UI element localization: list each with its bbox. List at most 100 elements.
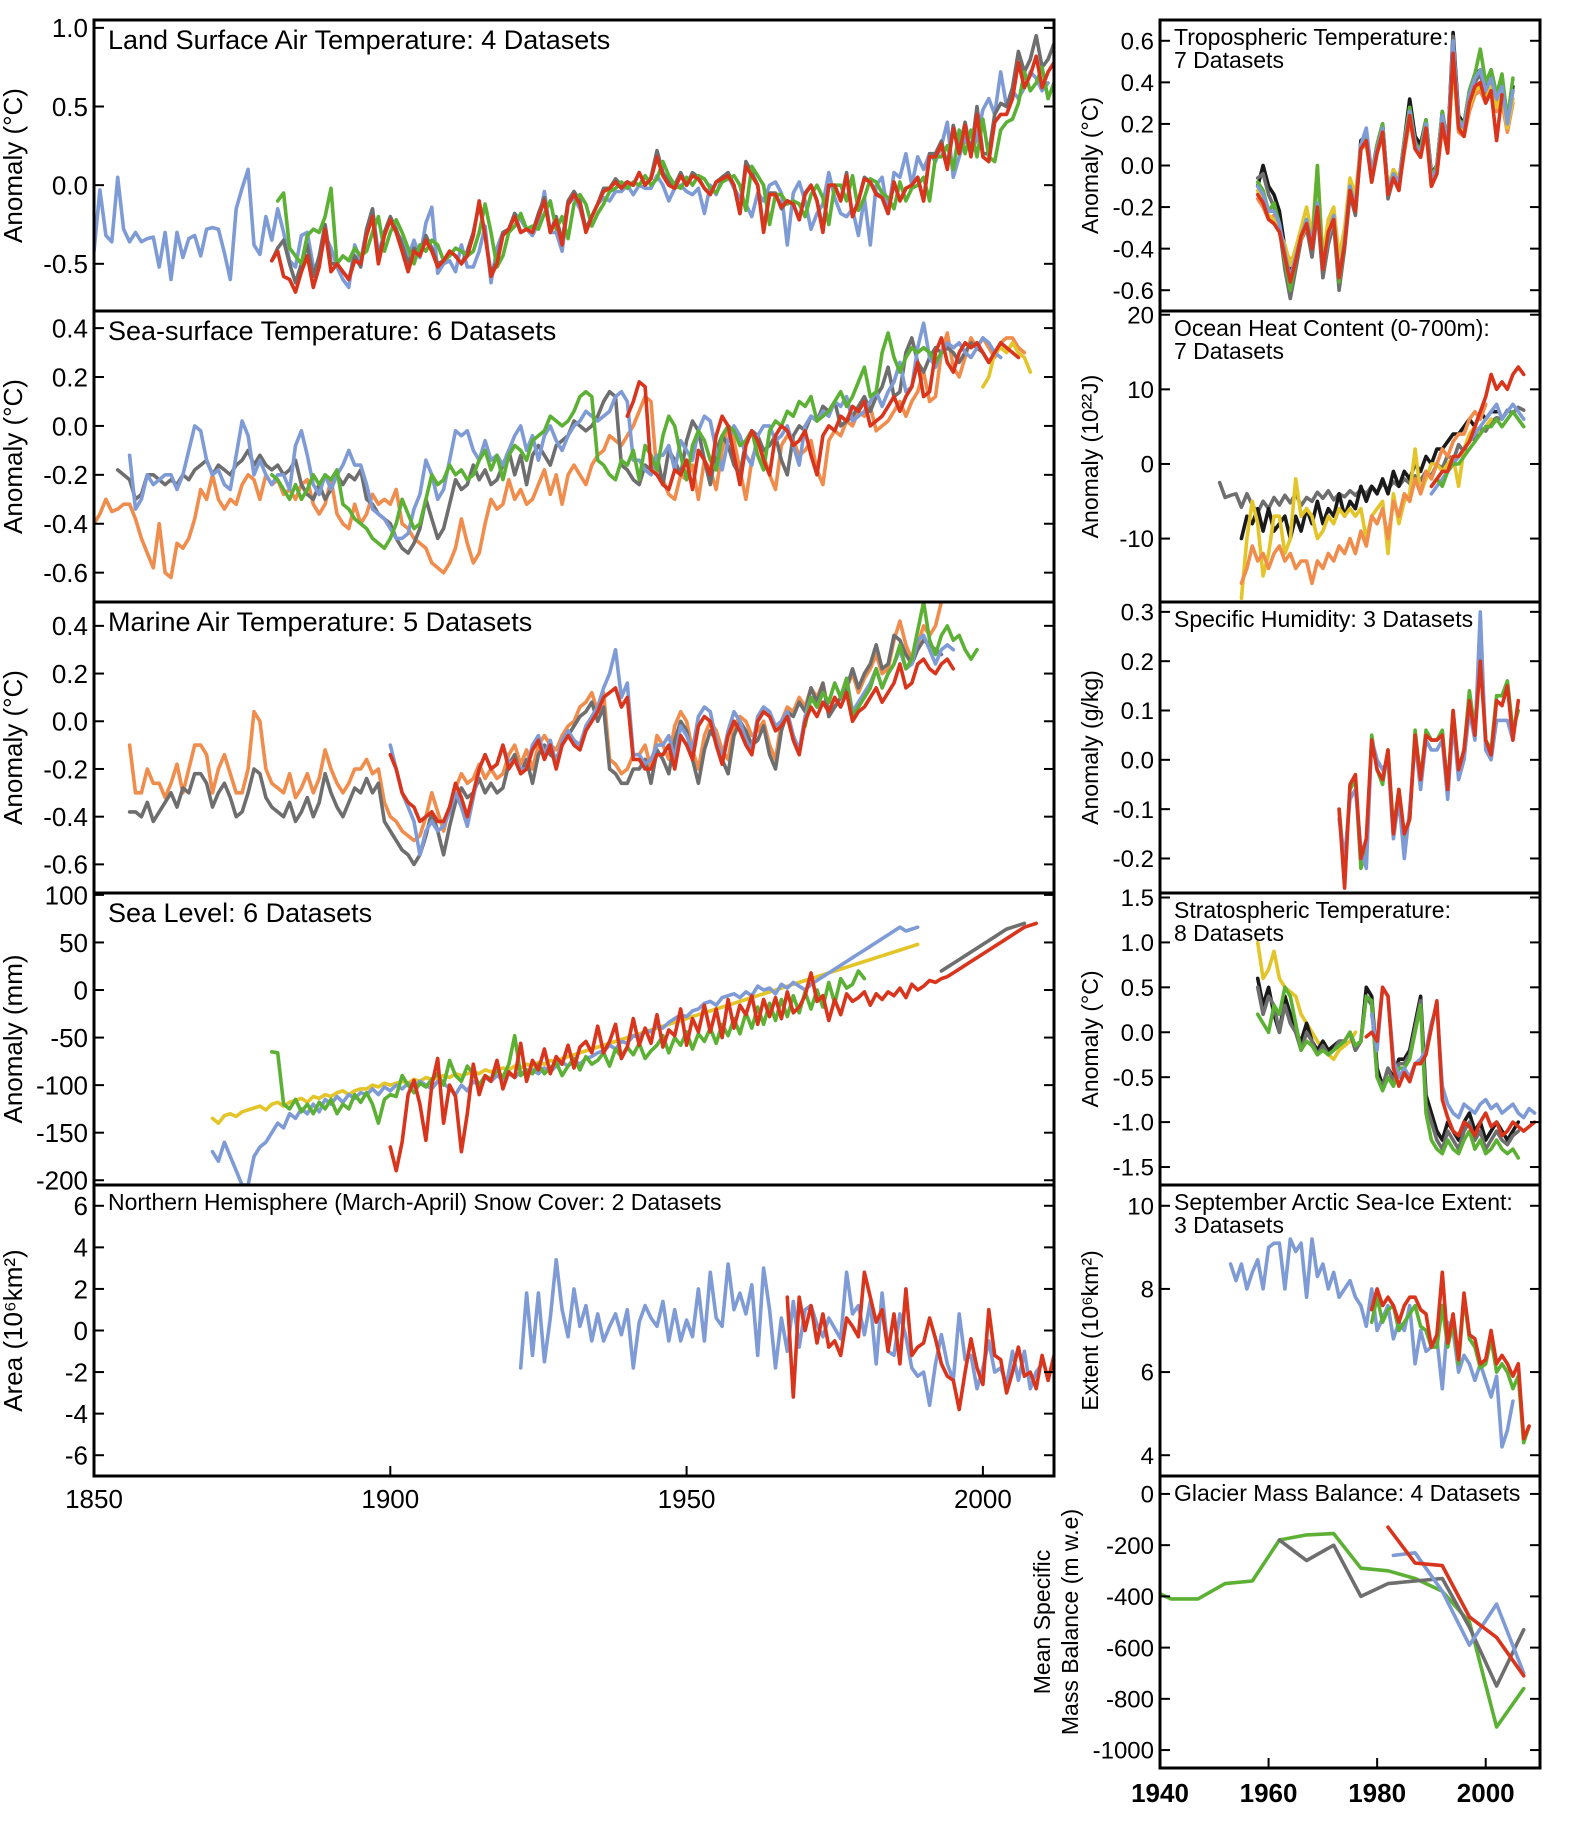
- series-group: [1217, 365, 1526, 601]
- y-tick-label: 10: [1127, 377, 1154, 404]
- y-tick-label: 0.2: [1121, 649, 1154, 676]
- y-tick-label: 8: [1141, 1277, 1154, 1304]
- series-line-green: [269, 969, 867, 1125]
- panel-title: Specific Humidity: 3 Datasets: [1174, 606, 1473, 632]
- y-tick-label: 0.0: [1121, 747, 1154, 774]
- y-tick-label: -400: [1106, 1584, 1154, 1611]
- panel-title: Glacier Mass Balance: 4 Datasets: [1174, 1480, 1520, 1506]
- y-tick-label: -0.6: [43, 850, 88, 880]
- series-group: [94, 321, 1033, 580]
- y-tick-label: 0.4: [52, 313, 88, 343]
- series-line-red: [1386, 1525, 1526, 1678]
- panel-title: Ocean Heat Content (0-700m):: [1174, 315, 1490, 341]
- x-tick-label: 1980: [1348, 1778, 1406, 1808]
- plot-frame: [92, 600, 1056, 895]
- y-axis-label: Anomaly (°C): [0, 88, 28, 243]
- y-axis-label: Mean Specific: [1029, 1550, 1055, 1694]
- y-tick-label: 10: [1127, 1193, 1154, 1220]
- y-tick-label: -0.6: [43, 558, 88, 588]
- y-tick-label: -4: [65, 1399, 88, 1429]
- series-line-blue: [127, 321, 1003, 541]
- series-group: [1255, 30, 1515, 301]
- y-tick-label: 0: [1141, 1482, 1154, 1509]
- y-tick-label: -200: [1106, 1533, 1154, 1560]
- y-tick-label: -100: [36, 1070, 88, 1100]
- series-group: [1255, 940, 1537, 1160]
- x-tick-label: 1940: [1131, 1778, 1189, 1808]
- plot-frame: [92, 18, 1056, 313]
- y-tick-label: 2: [74, 1274, 88, 1304]
- y-tick-label: 0.0: [1121, 1020, 1154, 1047]
- series-line-yellow: [981, 340, 1033, 389]
- series-line-orange: [127, 602, 944, 843]
- y-tick-label: 0.1: [1121, 698, 1154, 725]
- series-line-green: [269, 331, 944, 551]
- panel-land: 1.0 0.5 0.0 -0.5 Land Surface Air Temperatur…: [0, 13, 1056, 313]
- series-line-black: [1239, 409, 1499, 541]
- y-tick-label: 4: [74, 1233, 88, 1263]
- y-axis-label: Anomaly (10²²J): [1077, 375, 1103, 539]
- panel-glacier: 0 -200 -400 -600 -800 -1000 Glacier Mass Balan…: [1029, 1474, 1542, 1808]
- y-tick-label: -0.2: [43, 460, 88, 490]
- y-axis-label: Anomaly (°C): [1077, 970, 1103, 1107]
- series-group: [210, 921, 1038, 1185]
- y-tick-label: -50: [50, 1023, 88, 1053]
- series-group: [94, 33, 1054, 294]
- series-line-blue: [1369, 985, 1537, 1120]
- y-tick-label: 0: [1141, 452, 1154, 479]
- y-tick-label: -0.2: [1113, 195, 1154, 222]
- y-tick-label: 1.5: [1121, 885, 1154, 912]
- series-line-blue: [518, 1258, 1044, 1408]
- y-axis-label: Area (10⁶km²): [0, 1249, 28, 1411]
- series-line-yellow: [1239, 417, 1493, 601]
- y-tick-label: 0.4: [52, 611, 88, 641]
- panel-title: Land Surface Air Temperature: 4 Datasets: [108, 25, 610, 55]
- y-tick-label: -0.1: [1113, 797, 1154, 824]
- y-tick-label: 0.2: [1121, 112, 1154, 139]
- series-group: [1337, 610, 1521, 890]
- series-line-red: [269, 54, 1054, 294]
- series-line-red: [1364, 985, 1537, 1138]
- y-tick-label: 0.3: [1121, 600, 1154, 627]
- y-tick-label: 0.6: [1121, 28, 1154, 55]
- series-line-green: [803, 602, 979, 728]
- series-line-red: [785, 1270, 1054, 1412]
- series-line-grey: [939, 921, 1027, 973]
- y-tick-label: 50: [59, 928, 88, 958]
- y-tick-label: 0.4: [1121, 70, 1154, 97]
- panel-strato: 1.5 1.0 0.5 0.0 -0.5 -1.0 -1.5 Stratospheric Te…: [1077, 885, 1542, 1187]
- y-tick-label: -0.4: [43, 802, 88, 832]
- series-line-red: [1255, 51, 1504, 284]
- panel-title: Northern Hemisphere (March-April) Snow C…: [108, 1189, 722, 1215]
- y-tick-label: 20: [1127, 302, 1154, 329]
- y-tick-label: 100: [45, 880, 88, 910]
- y-tick-label: 0: [74, 975, 88, 1005]
- y-tick-label: -0.2: [1113, 846, 1154, 873]
- series-group: [1160, 1525, 1526, 1729]
- panel-title: September Arctic Sea-Ice Extent:: [1174, 1189, 1513, 1215]
- panel-sst: 0.4 0.2 0.0 -0.2 -0.4 -0.6 Sea-surface Tempera…: [0, 309, 1056, 604]
- panel-ohc: 20 10 0 -10 Ocean Heat Content (0-700m):7 Da…: [1077, 302, 1542, 604]
- series-line-blue: [94, 70, 1050, 290]
- y-axis-label-line2: Mass Balance (m w.e): [1057, 1509, 1083, 1735]
- panel-tropo: 0.6 0.4 0.2 0.0 -0.2 -0.4 -0.6 Tropospheric Tem…: [1077, 18, 1542, 313]
- x-tick-label: 2000: [1457, 1778, 1515, 1808]
- x-tick-label: 1960: [1240, 1778, 1298, 1808]
- y-tick-label: 0.2: [52, 362, 88, 392]
- series-group: [1228, 1237, 1531, 1449]
- plot-frame: [92, 309, 1056, 604]
- y-tick-label: -150: [36, 1118, 88, 1148]
- y-tick-label: 1.0: [52, 13, 88, 43]
- series-line-blue: [1228, 1237, 1515, 1449]
- y-tick-label: -1.5: [1113, 1155, 1154, 1182]
- y-axis-label: Anomaly (°C): [0, 379, 28, 534]
- series-line-yellow: [210, 942, 920, 1125]
- series-line-red: [1337, 659, 1521, 890]
- y-tick-label: 0.5: [52, 92, 88, 122]
- series-line-green: [1429, 409, 1526, 489]
- panel-humidity: 0.3 0.2 0.1 0.0 -0.1 -0.2 Specific Humidity: 3…: [1077, 600, 1542, 895]
- panel-title-line2: 8 Datasets: [1174, 920, 1284, 946]
- y-tick-label: 0.0: [52, 707, 88, 737]
- y-tick-label: -0.2: [43, 754, 88, 784]
